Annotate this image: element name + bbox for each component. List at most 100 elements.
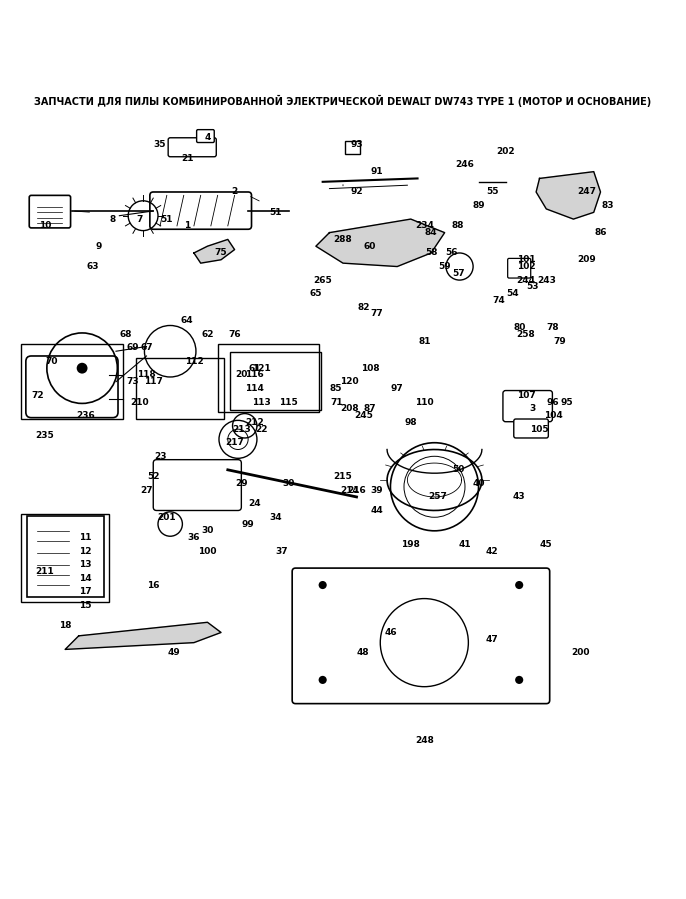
FancyBboxPatch shape bbox=[168, 138, 216, 156]
Text: 56: 56 bbox=[445, 248, 458, 257]
Text: 100: 100 bbox=[198, 547, 217, 556]
Text: 217: 217 bbox=[225, 438, 244, 447]
Text: 17: 17 bbox=[79, 587, 92, 596]
Text: 234: 234 bbox=[415, 221, 434, 230]
Text: 92: 92 bbox=[351, 188, 363, 197]
Text: 202: 202 bbox=[497, 147, 515, 156]
Text: 10: 10 bbox=[38, 221, 51, 230]
Text: 57: 57 bbox=[452, 269, 464, 278]
Text: 257: 257 bbox=[429, 493, 447, 502]
FancyBboxPatch shape bbox=[345, 141, 360, 154]
Text: 73: 73 bbox=[127, 378, 139, 387]
Text: 101: 101 bbox=[517, 255, 535, 264]
Text: 97: 97 bbox=[391, 384, 403, 393]
FancyBboxPatch shape bbox=[197, 129, 214, 143]
Text: 43: 43 bbox=[513, 493, 525, 502]
Text: 75: 75 bbox=[215, 248, 227, 257]
Text: 116: 116 bbox=[246, 370, 264, 379]
Text: 115: 115 bbox=[279, 397, 298, 406]
Text: 29: 29 bbox=[235, 479, 248, 488]
Text: 209: 209 bbox=[578, 255, 596, 264]
Text: 118: 118 bbox=[137, 370, 156, 379]
Text: 3: 3 bbox=[530, 405, 536, 414]
Text: 47: 47 bbox=[486, 635, 499, 644]
Text: 51: 51 bbox=[269, 208, 281, 217]
Text: 236: 236 bbox=[76, 411, 95, 420]
Text: 40: 40 bbox=[472, 479, 485, 488]
Text: 49: 49 bbox=[167, 648, 180, 657]
Text: 13: 13 bbox=[80, 560, 92, 569]
Text: 64: 64 bbox=[181, 316, 193, 325]
Polygon shape bbox=[65, 622, 221, 649]
Text: 45: 45 bbox=[540, 540, 553, 549]
FancyBboxPatch shape bbox=[292, 568, 549, 704]
Text: 60: 60 bbox=[364, 242, 377, 251]
Text: 48: 48 bbox=[357, 648, 370, 657]
Circle shape bbox=[318, 676, 327, 684]
Text: 112: 112 bbox=[185, 357, 203, 366]
Text: 2: 2 bbox=[231, 188, 237, 197]
FancyBboxPatch shape bbox=[27, 516, 104, 597]
Text: 67: 67 bbox=[140, 343, 153, 352]
Text: 200: 200 bbox=[571, 648, 589, 657]
Text: 34: 34 bbox=[269, 512, 281, 521]
Text: 107: 107 bbox=[517, 391, 535, 400]
Text: 246: 246 bbox=[456, 160, 475, 169]
Circle shape bbox=[318, 581, 327, 589]
Text: 243: 243 bbox=[537, 276, 556, 285]
Text: 41: 41 bbox=[459, 540, 471, 549]
Text: 35: 35 bbox=[154, 140, 166, 149]
Text: 46: 46 bbox=[384, 628, 397, 637]
Text: 70: 70 bbox=[45, 357, 58, 366]
Text: 1: 1 bbox=[184, 221, 190, 230]
Polygon shape bbox=[316, 219, 445, 266]
Text: 71: 71 bbox=[330, 397, 342, 406]
Text: 110: 110 bbox=[415, 397, 434, 406]
Text: 89: 89 bbox=[472, 201, 485, 210]
FancyBboxPatch shape bbox=[503, 390, 552, 422]
Text: 54: 54 bbox=[506, 289, 519, 298]
Text: 198: 198 bbox=[401, 540, 421, 549]
Text: 53: 53 bbox=[526, 282, 539, 291]
Text: 85: 85 bbox=[330, 384, 342, 393]
Text: 27: 27 bbox=[140, 485, 153, 494]
Text: 23: 23 bbox=[154, 452, 166, 461]
Circle shape bbox=[77, 363, 88, 374]
Text: 59: 59 bbox=[438, 262, 451, 271]
Text: 36: 36 bbox=[188, 533, 200, 542]
Text: 14: 14 bbox=[79, 574, 92, 583]
Text: 82: 82 bbox=[357, 303, 370, 312]
Text: 84: 84 bbox=[425, 228, 438, 237]
Text: 52: 52 bbox=[147, 472, 160, 481]
Text: 80: 80 bbox=[513, 323, 525, 332]
Text: 265: 265 bbox=[314, 276, 332, 285]
Text: 7: 7 bbox=[137, 215, 143, 224]
Text: 96: 96 bbox=[547, 397, 559, 406]
Text: 37: 37 bbox=[276, 547, 288, 556]
Text: 50: 50 bbox=[452, 466, 464, 475]
Text: 102: 102 bbox=[517, 262, 535, 271]
Text: 12: 12 bbox=[80, 547, 92, 556]
Text: 288: 288 bbox=[333, 235, 353, 244]
Text: 120: 120 bbox=[340, 378, 359, 387]
Text: 42: 42 bbox=[486, 547, 499, 556]
Text: 62: 62 bbox=[201, 330, 214, 339]
Text: 215: 215 bbox=[333, 472, 353, 481]
Text: 21: 21 bbox=[181, 154, 193, 163]
Text: 30: 30 bbox=[283, 479, 295, 488]
Text: 58: 58 bbox=[425, 248, 438, 257]
Text: 51: 51 bbox=[161, 215, 173, 224]
Text: 61: 61 bbox=[248, 364, 261, 373]
Text: 4: 4 bbox=[204, 133, 211, 142]
Text: 16: 16 bbox=[147, 581, 160, 590]
Text: 105: 105 bbox=[530, 424, 549, 433]
Text: 201: 201 bbox=[158, 512, 176, 521]
Text: 77: 77 bbox=[370, 309, 383, 318]
Text: 121: 121 bbox=[252, 364, 271, 373]
Text: 258: 258 bbox=[517, 330, 535, 339]
Text: 212: 212 bbox=[246, 418, 264, 427]
Text: 248: 248 bbox=[415, 736, 434, 745]
Text: 15: 15 bbox=[80, 601, 92, 610]
FancyBboxPatch shape bbox=[26, 356, 118, 418]
Text: 24: 24 bbox=[248, 499, 261, 508]
